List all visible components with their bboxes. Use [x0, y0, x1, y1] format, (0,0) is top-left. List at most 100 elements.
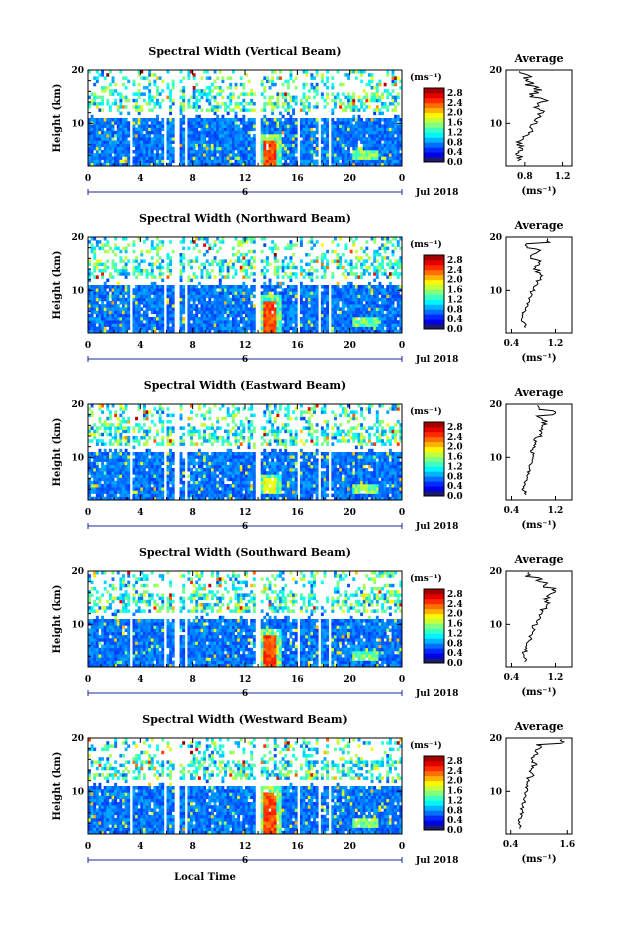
heatmap-cell [334, 298, 337, 302]
heatmap-cell [106, 407, 109, 411]
colorbar-tick-label: 0.0 [447, 325, 463, 335]
average-y-tick-label: 10 [489, 286, 502, 296]
heatmap-cell [316, 295, 319, 299]
heatmap-cell [289, 115, 292, 119]
heatmap-cell [229, 150, 232, 154]
heatmap-cell [242, 115, 245, 119]
heatmap-cell [376, 314, 379, 318]
heatmap-cell [91, 140, 94, 144]
heatmap-cell [227, 128, 230, 132]
heatmap-cell [117, 311, 120, 315]
heatmap-cell [347, 282, 350, 286]
heatmap-cell [104, 484, 107, 488]
heatmap-cell [261, 291, 264, 295]
heatmap-cell [371, 76, 374, 80]
colorbar-tick-label: 2.0 [447, 276, 463, 286]
heatmap-cell [392, 288, 395, 292]
heatmap-cell [308, 96, 311, 100]
heatmap-cell [224, 275, 227, 279]
heatmap-cell [248, 131, 251, 135]
heatmap-cell [193, 92, 196, 96]
heatmap-cell [276, 314, 279, 318]
heatmap-cell [313, 307, 316, 311]
heatmap-cell [248, 124, 251, 128]
heatmap-cell [198, 92, 201, 96]
heatmap-cell [119, 311, 122, 315]
heatmap-cell [122, 121, 125, 125]
heatmap-cell [112, 301, 115, 305]
heatmap-cell [125, 76, 128, 80]
heatmap-cell [289, 105, 292, 109]
heatmap-cell [337, 144, 340, 148]
heatmap-cell [127, 487, 130, 491]
heatmap-cell [389, 263, 392, 267]
heatmap [88, 70, 402, 166]
heatmap-cell [305, 150, 308, 154]
heatmap-cell [156, 266, 159, 270]
heatmap-cell [355, 147, 358, 151]
heatmap-cell [310, 240, 313, 244]
heatmap-cell [326, 96, 329, 100]
heatmap-cell [122, 105, 125, 109]
colorbar-segment [424, 314, 444, 319]
heatmap-cell [261, 237, 264, 241]
heatmap-cell [119, 490, 122, 494]
heatmap-cell [125, 144, 128, 148]
heatmap-cell [122, 301, 125, 305]
heatmap-cell [104, 442, 107, 446]
heatmap-cell [269, 128, 272, 132]
heatmap-cell [342, 301, 345, 305]
heatmap-cell [227, 320, 230, 324]
heatmap-cell [250, 307, 253, 311]
heatmap-cell [240, 76, 243, 80]
heatmap-cell [347, 291, 350, 295]
heatmap-cell [127, 417, 130, 421]
heatmap-cell [135, 128, 138, 132]
heatmap-cell [253, 150, 256, 154]
heatmap-cell [240, 327, 243, 331]
x-tick-label: 20 [343, 341, 356, 351]
heatmap-cell [180, 124, 183, 128]
heatmap-cell [363, 128, 366, 132]
heatmap-cell [198, 307, 201, 311]
heatmap-cell [161, 285, 164, 289]
heatmap-cell [187, 291, 190, 295]
heatmap-cell [394, 237, 397, 241]
heatmap-cell [169, 317, 172, 321]
heatmap-cell [334, 96, 337, 100]
heatmap-cell [167, 298, 170, 302]
heatmap-cell [342, 311, 345, 315]
heatmap-cell [122, 128, 125, 132]
heatmap-cell [232, 137, 235, 141]
heatmap-cell [91, 137, 94, 141]
heatmap-cell [305, 160, 308, 164]
heatmap-cell [245, 263, 248, 267]
heatmap-cell [138, 442, 141, 446]
heatmap-cell [287, 118, 290, 122]
heatmap-cell [148, 272, 151, 276]
heatmap-cell [206, 240, 209, 244]
heatmap-cell [261, 160, 264, 164]
heatmap-cell [148, 263, 151, 267]
heatmap-cell [198, 105, 201, 109]
heatmap-cell [292, 295, 295, 299]
heatmap-cell [224, 140, 227, 144]
heatmap-cell [143, 404, 146, 408]
heatmap-cell [295, 137, 298, 141]
heatmap-cell [347, 147, 350, 151]
heatmap-cell [182, 256, 185, 260]
heatmap-cell [269, 301, 272, 305]
heatmap-cell [334, 134, 337, 138]
heatmap-cell [143, 99, 146, 103]
heatmap-cell [109, 275, 112, 279]
heatmap-cell [159, 269, 162, 273]
heatmap-cell [292, 263, 295, 267]
heatmap-cell [140, 481, 143, 485]
heatmap-cell [284, 272, 287, 276]
heatmap-cell [376, 311, 379, 315]
heatmap-cell [261, 298, 264, 302]
heatmap-cell [269, 285, 272, 289]
heatmap-cell [274, 105, 277, 109]
colorbar-segment [424, 319, 444, 324]
heatmap-cell [266, 269, 269, 273]
